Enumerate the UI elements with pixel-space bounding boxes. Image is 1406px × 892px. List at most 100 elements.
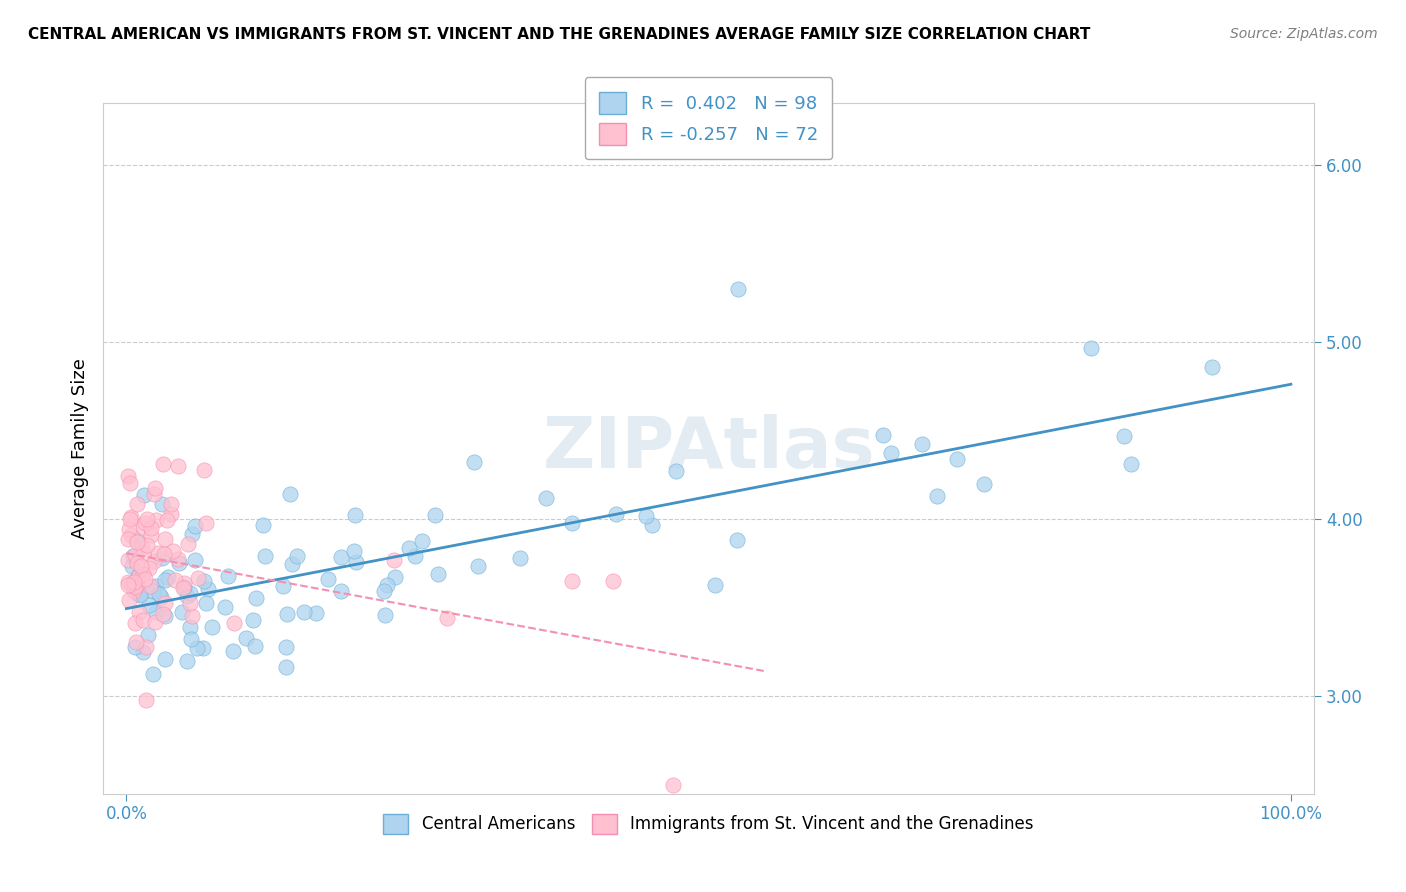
Point — [214, 599, 236, 614]
Point — [280, 558, 302, 572]
Point — [153, 596, 176, 610]
Point — [153, 532, 176, 546]
Point — [201, 620, 224, 634]
Point — [242, 613, 264, 627]
Point — [305, 607, 328, 621]
Point — [193, 641, 215, 656]
Point — [125, 533, 148, 548]
Point — [156, 512, 179, 526]
Point — [143, 481, 166, 495]
Point — [222, 644, 245, 658]
Point — [134, 516, 156, 530]
Point — [467, 559, 489, 574]
Point — [121, 549, 143, 563]
Point — [398, 541, 420, 555]
Point — [179, 620, 201, 634]
Point — [186, 640, 208, 655]
Point — [384, 570, 406, 584]
Point — [118, 593, 141, 607]
Point — [534, 491, 557, 505]
Point — [117, 553, 139, 567]
Point — [463, 455, 485, 469]
Point — [135, 640, 157, 654]
Point — [153, 652, 176, 666]
Point — [252, 517, 274, 532]
Point — [128, 605, 150, 619]
Point — [179, 586, 201, 600]
Point — [160, 507, 183, 521]
Point — [509, 551, 531, 566]
Point — [344, 555, 367, 569]
Point — [1080, 341, 1102, 355]
Point — [177, 537, 200, 551]
Point — [166, 459, 188, 474]
Point — [222, 615, 245, 630]
Point — [423, 508, 446, 523]
Point — [1112, 429, 1135, 443]
Point — [121, 576, 143, 591]
Point — [276, 607, 298, 622]
Point — [132, 546, 155, 560]
Point — [179, 596, 201, 610]
Point — [193, 574, 215, 588]
Point — [132, 613, 155, 627]
Point — [121, 577, 143, 591]
Point — [127, 587, 149, 601]
Point — [602, 574, 624, 588]
Point — [285, 549, 308, 563]
Point — [880, 446, 903, 460]
Point — [120, 528, 142, 542]
Point — [152, 547, 174, 561]
Point — [274, 659, 297, 673]
Point — [145, 605, 167, 619]
Point — [173, 575, 195, 590]
Point — [124, 574, 146, 589]
Point — [561, 516, 583, 531]
Point — [180, 632, 202, 646]
Point — [329, 550, 352, 565]
Point — [382, 553, 405, 567]
Point — [139, 528, 162, 542]
Point — [145, 513, 167, 527]
Point — [170, 605, 193, 619]
Point — [150, 590, 173, 604]
Point — [150, 551, 173, 566]
Text: Source: ZipAtlas.com: Source: ZipAtlas.com — [1230, 27, 1378, 41]
Point — [634, 509, 657, 524]
Point — [436, 611, 458, 625]
Point — [117, 532, 139, 546]
Text: CENTRAL AMERICAN VS IMMIGRANTS FROM ST. VINCENT AND THE GRENADINES AVERAGE FAMIL: CENTRAL AMERICAN VS IMMIGRANTS FROM ST. … — [28, 27, 1091, 42]
Point — [217, 569, 239, 583]
Point — [143, 487, 166, 501]
Point — [274, 640, 297, 655]
Point — [131, 541, 153, 556]
Point — [946, 452, 969, 467]
Point — [142, 584, 165, 599]
Point — [404, 549, 426, 563]
Y-axis label: Average Family Size: Average Family Size — [72, 358, 89, 539]
Point — [131, 566, 153, 581]
Point — [124, 581, 146, 595]
Point — [197, 582, 219, 596]
Point — [911, 437, 934, 451]
Point — [121, 559, 143, 574]
Point — [159, 497, 181, 511]
Point — [665, 464, 688, 478]
Point — [1201, 359, 1223, 374]
Point — [235, 631, 257, 645]
Point — [343, 543, 366, 558]
Point — [138, 579, 160, 593]
Text: ZIPAtlas: ZIPAtlas — [543, 414, 875, 483]
Point — [316, 573, 339, 587]
Point — [187, 571, 209, 585]
Point — [427, 567, 450, 582]
Point — [152, 457, 174, 471]
Point — [117, 575, 139, 590]
Point — [127, 569, 149, 583]
Point — [194, 516, 217, 531]
Point — [167, 551, 190, 566]
Point — [150, 497, 173, 511]
Point — [143, 553, 166, 567]
Point — [271, 579, 294, 593]
Point — [117, 578, 139, 592]
